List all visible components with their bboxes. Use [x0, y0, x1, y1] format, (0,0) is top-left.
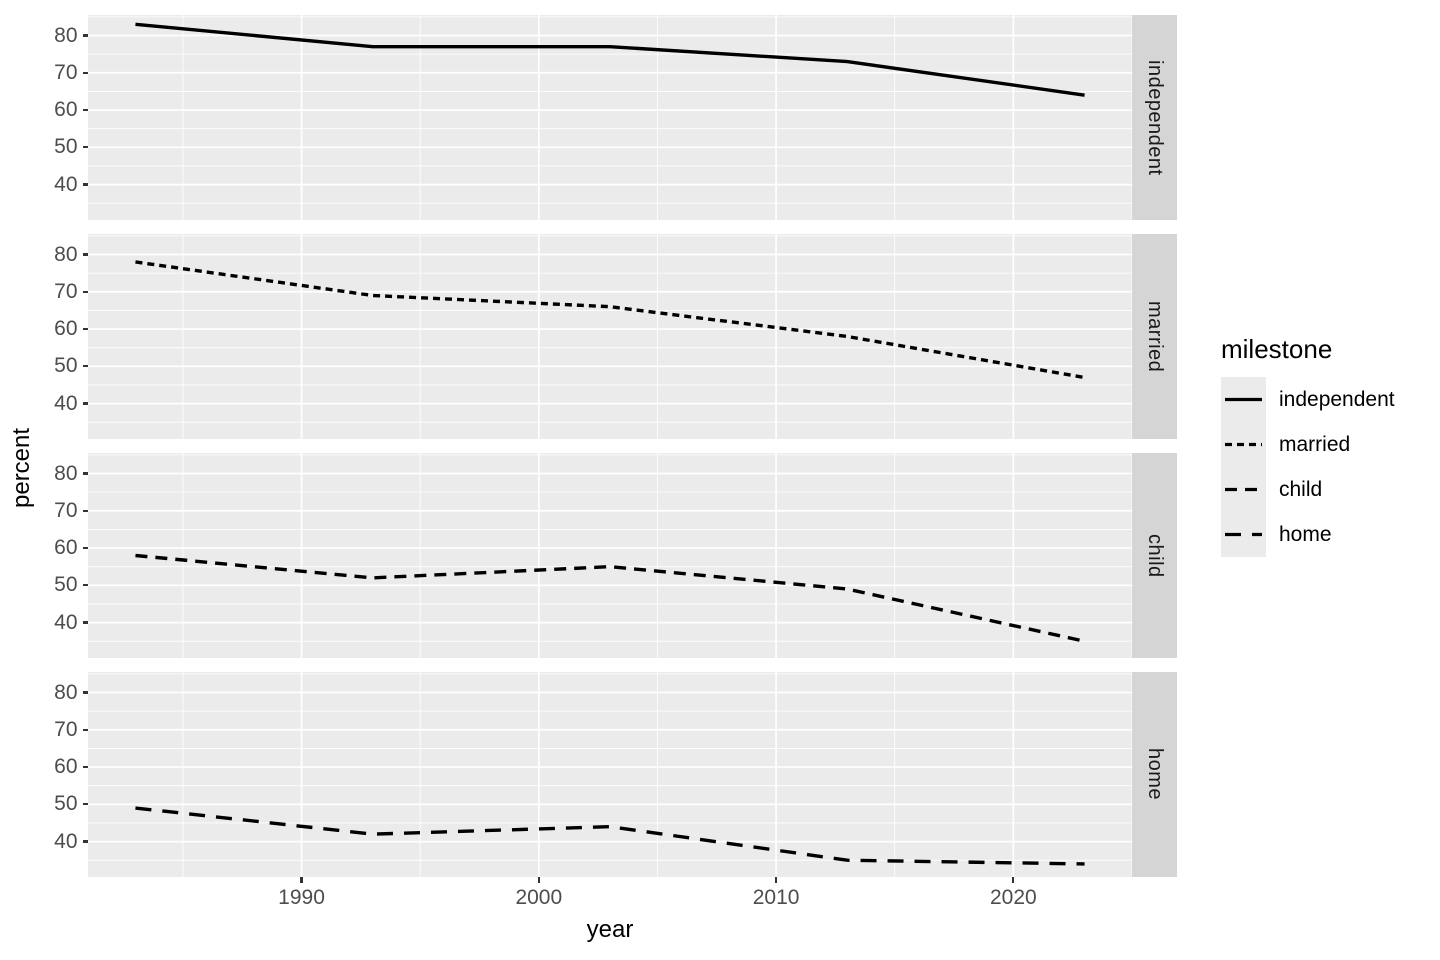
legend-entry: independent [1221, 377, 1395, 422]
x-tick-mark [774, 877, 778, 883]
legend-label: child [1279, 477, 1323, 501]
y-tick-mark [82, 765, 88, 769]
legend-key-independent [1221, 377, 1266, 422]
series-line-home [135, 806, 1085, 866]
panel-background [88, 234, 1132, 439]
y-tick-mark [82, 183, 88, 186]
y-tick-mark [82, 546, 88, 550]
series-line-married [135, 260, 1085, 380]
y-tick-mark [82, 402, 88, 405]
y-tick-label: 80 [54, 461, 78, 485]
panel-married [88, 234, 1132, 439]
legend-label: married [1279, 432, 1351, 456]
facet-strip-label: independent [1144, 59, 1166, 176]
y-tick-mark [82, 108, 88, 112]
facet-strip-label: home [1144, 748, 1166, 801]
y-tick-label: 40 [54, 829, 78, 853]
y-tick-label: 60 [54, 536, 78, 560]
y-tick-mark [82, 146, 88, 149]
y-tick-label: 50 [54, 573, 78, 597]
legend: milestone independent married child home [1221, 334, 1395, 557]
panel-background [88, 15, 1132, 220]
y-tick-label: 80 [54, 680, 78, 704]
x-tick-label: 2010 [752, 886, 800, 909]
legend-key-home [1221, 512, 1266, 557]
legend-entry: child [1221, 467, 1395, 512]
series-line-independent [135, 22, 1085, 97]
y-tick-label: 40 [54, 391, 78, 415]
facet-strip-child: child [1132, 453, 1177, 658]
y-tick-mark [82, 327, 88, 331]
legend-key-married [1221, 422, 1266, 467]
panel-independent [88, 15, 1132, 220]
gridlines [88, 453, 1132, 658]
y-tick-mark [82, 253, 88, 256]
x-axis-title: year [586, 916, 634, 943]
y-tick-label: 40 [54, 172, 78, 196]
x-tick-label: 2000 [515, 886, 563, 909]
legend-entry: married [1221, 422, 1395, 467]
x-tick-label: 1990 [278, 886, 325, 909]
panel-background [88, 672, 1132, 877]
y-tick-mark [82, 71, 88, 74]
y-tick-label: 80 [54, 23, 78, 47]
y-tick-label: 70 [54, 279, 78, 303]
y-tick-mark [82, 803, 88, 806]
panel-home [88, 672, 1132, 877]
legend-title: milestone [1221, 334, 1333, 364]
y-tick-mark [82, 34, 88, 37]
y-tick-mark [82, 365, 88, 368]
y-tick-label: 60 [54, 98, 78, 122]
facet-strip-independent: independent [1132, 15, 1177, 220]
facet-strip-home: home [1132, 672, 1177, 877]
y-tick-mark [82, 472, 88, 475]
x-tick-mark [537, 877, 540, 883]
legend-key-child [1221, 467, 1266, 512]
facet-strip-label: child [1144, 533, 1166, 578]
panel-child [88, 453, 1132, 658]
y-tick-mark [82, 509, 88, 512]
y-tick-label: 50 [54, 354, 78, 378]
legend-label: independent [1279, 387, 1395, 411]
y-tick-label: 50 [54, 792, 78, 816]
y-tick-mark [82, 728, 88, 731]
y-tick-mark [82, 691, 88, 694]
legend-entry: home [1221, 512, 1395, 557]
y-tick-label: 70 [54, 60, 78, 84]
y-tick-label: 50 [54, 135, 78, 159]
facet-strip-label: married [1144, 300, 1166, 373]
x-tick-mark [300, 877, 303, 883]
y-tick-label: 60 [54, 755, 78, 779]
y-tick-mark [82, 840, 88, 843]
y-tick-mark [82, 290, 88, 293]
y-tick-label: 60 [54, 317, 78, 341]
x-tick-mark [1012, 877, 1015, 883]
gridlines [88, 234, 1132, 439]
facet-strip-married: married [1132, 234, 1177, 439]
y-tick-label: 80 [54, 242, 78, 266]
y-tick-label: 40 [54, 610, 78, 634]
y-tick-mark [82, 584, 88, 587]
panel-background [88, 453, 1132, 658]
x-tick-label: 2020 [990, 886, 1037, 909]
y-tick-label: 70 [54, 498, 78, 522]
y-tick-mark [82, 621, 88, 624]
y-tick-label: 70 [54, 717, 78, 741]
gridlines [88, 672, 1132, 877]
legend-label: home [1279, 522, 1332, 546]
